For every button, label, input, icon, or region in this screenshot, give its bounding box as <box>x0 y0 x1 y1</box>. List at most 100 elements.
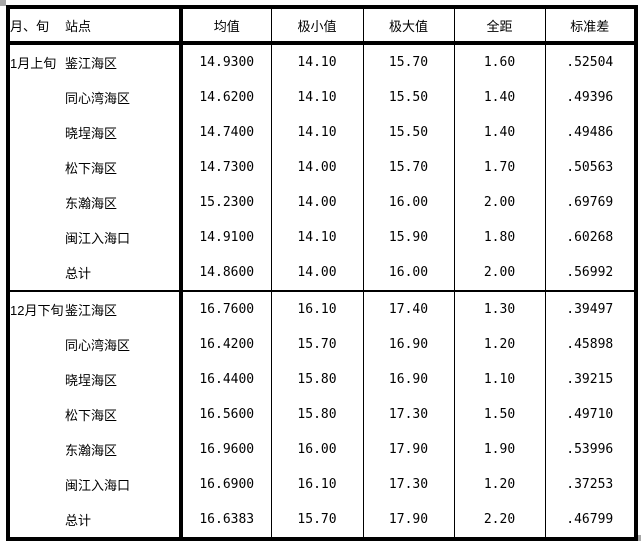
cell-month <box>8 327 65 362</box>
cell-mean: 16.4200 <box>179 327 271 362</box>
cell-max: 15.50 <box>362 115 454 150</box>
cell-station: 同心湾海区 <box>65 338 131 353</box>
descriptive-statistics-table[interactable]: 月、旬 站点 均值 极小值 极大值 全距 标准差 1月上旬 鉴江海区 14.9300 14.10 1… <box>6 5 638 541</box>
table-row: 松下海区 14.7300 14.00 15.70 1.70.50563 <box>8 150 636 185</box>
cell-max: 15.70 <box>362 150 454 185</box>
cell-month <box>8 115 65 150</box>
cell-station: 鉴江海区 <box>65 290 181 327</box>
cell-mean: 16.9600 <box>179 432 271 467</box>
cell-min: 15.70 <box>270 327 363 362</box>
cell-month <box>8 432 65 467</box>
selection-handle-icon[interactable] <box>0 0 6 6</box>
cell-station: 同心湾海区 <box>65 91 131 106</box>
cell-std: .49396 <box>544 80 636 115</box>
cell-range: 1.40 <box>453 80 545 115</box>
cell-std: .49486 <box>544 115 636 150</box>
cell-min: 16.10 <box>270 290 363 327</box>
table-row: 同心湾海区 16.4200 15.70 16.90 1.20.45898 <box>8 327 636 362</box>
cell-max: 15.70 <box>362 43 454 80</box>
table-row: 12月下旬 鉴江海区 16.7600 16.10 17.40 1.30.39497 <box>8 290 636 327</box>
table-row: 闽江入海口 16.6900 16.10 17.30 1.20.37253 <box>8 467 636 502</box>
cell-max: 17.30 <box>362 467 454 502</box>
cell-max: 16.00 <box>362 185 454 220</box>
cell-mean: 14.6200 <box>179 80 271 115</box>
cell-station: 晓埕海区 <box>65 126 118 141</box>
cell-range: 1.90 <box>453 432 545 467</box>
cell-month: 1月上旬 <box>10 56 57 71</box>
cell-station: 晓埕海区 <box>65 373 118 388</box>
cell-std: .56992 <box>544 255 636 291</box>
cell-range: 2.20 <box>453 502 545 539</box>
cell-station: 东瀚海区 <box>65 196 118 211</box>
cell-min: 15.80 <box>270 397 363 432</box>
cell-min: 14.00 <box>270 255 363 291</box>
cell-std: .69769 <box>544 185 636 220</box>
column-header-mean: 均值 <box>179 7 271 45</box>
cell-min: 14.10 <box>270 43 363 80</box>
cell-month <box>8 185 65 220</box>
cell-mean: 14.9100 <box>179 220 271 255</box>
cell-std: .53996 <box>544 432 636 467</box>
cell-month: 12月下旬 <box>8 290 65 327</box>
cell-month <box>8 467 65 502</box>
cell-max: 17.90 <box>362 432 454 467</box>
cell-min: 15.80 <box>270 362 363 397</box>
cell-min: 15.70 <box>270 502 363 539</box>
cell-station: 松下海区 <box>65 408 118 423</box>
cell-month <box>8 220 65 255</box>
cell-range: 1.20 <box>453 467 545 502</box>
cell-range: 1.80 <box>453 220 545 255</box>
cell-std: .60268 <box>544 220 636 255</box>
cell-station: 东瀚海区 <box>65 443 118 458</box>
cell-station: 闽江入海口 <box>65 231 131 246</box>
table-row: 东瀚海区 15.2300 14.00 16.00 2.00.69769 <box>8 185 636 220</box>
cell-mean: 14.9300 <box>179 43 271 80</box>
table-body: 1月上旬 鉴江海区 14.9300 14.10 15.70 1.60.52504 同心湾海区… <box>8 43 636 539</box>
cell-max: 17.30 <box>362 397 454 432</box>
cell-mean: 14.8600 <box>179 255 271 291</box>
table-row: 1月上旬 鉴江海区 14.9300 14.10 15.70 1.60.52504 <box>8 43 636 80</box>
cell-range: 1.20 <box>453 327 545 362</box>
cell-mean: 16.6383 <box>179 502 271 539</box>
column-header-std: 标准差 <box>544 7 636 45</box>
cell-mean: 15.2300 <box>179 185 271 220</box>
cell-month <box>8 255 65 291</box>
cell-min: 14.00 <box>270 150 363 185</box>
cell-range: 2.00 <box>453 185 545 220</box>
table-header-row: 月、旬 站点 均值 极小值 极大值 全距 标准差 <box>8 7 636 45</box>
cell-month <box>8 150 65 185</box>
cell-mean: 16.5600 <box>179 397 271 432</box>
cell-range: 2.00 <box>453 255 545 291</box>
cell-range: 1.30 <box>453 290 545 327</box>
cell-range: 1.10 <box>453 362 545 397</box>
selection-handle-icon[interactable] <box>635 535 641 541</box>
cell-min: 14.10 <box>270 80 363 115</box>
cell-std: .39215 <box>544 362 636 397</box>
cell-mean: 16.7600 <box>179 290 271 327</box>
cell-month <box>8 397 65 432</box>
table-row: 晓埕海区 14.7400 14.10 15.50 1.40.49486 <box>8 115 636 150</box>
cell-month <box>8 502 65 539</box>
cell-min: 14.00 <box>270 185 363 220</box>
cell-std: .37253 <box>544 467 636 502</box>
cell-mean: 14.7400 <box>179 115 271 150</box>
cell-std: .52504 <box>544 43 636 80</box>
table-row: 同心湾海区 14.6200 14.10 15.50 1.40.49396 <box>8 80 636 115</box>
cell-std: .39497 <box>544 290 636 327</box>
table-row: 松下海区 16.5600 15.80 17.30 1.50.49710 <box>8 397 636 432</box>
cell-max: 16.00 <box>362 255 454 291</box>
table-row: 总计 16.6383 15.70 17.90 2.20.46799 <box>8 502 636 539</box>
cell-max: 17.90 <box>362 502 454 539</box>
cell-std: .45898 <box>544 327 636 362</box>
cell-std: .46799 <box>544 502 636 539</box>
cell-range: 1.50 <box>453 397 545 432</box>
column-header-range: 全距 <box>453 7 545 45</box>
table-row: 闽江入海口 14.9100 14.10 15.90 1.80.60268 <box>8 220 636 255</box>
column-header-max: 极大值 <box>362 7 454 45</box>
cell-station: 松下海区 <box>65 161 118 176</box>
cell-mean: 16.4400 <box>179 362 271 397</box>
table-row: 总计 14.8600 14.00 16.00 2.00.56992 <box>8 255 636 291</box>
column-header-station: 站点 <box>65 7 181 45</box>
cell-std: .49710 <box>544 397 636 432</box>
